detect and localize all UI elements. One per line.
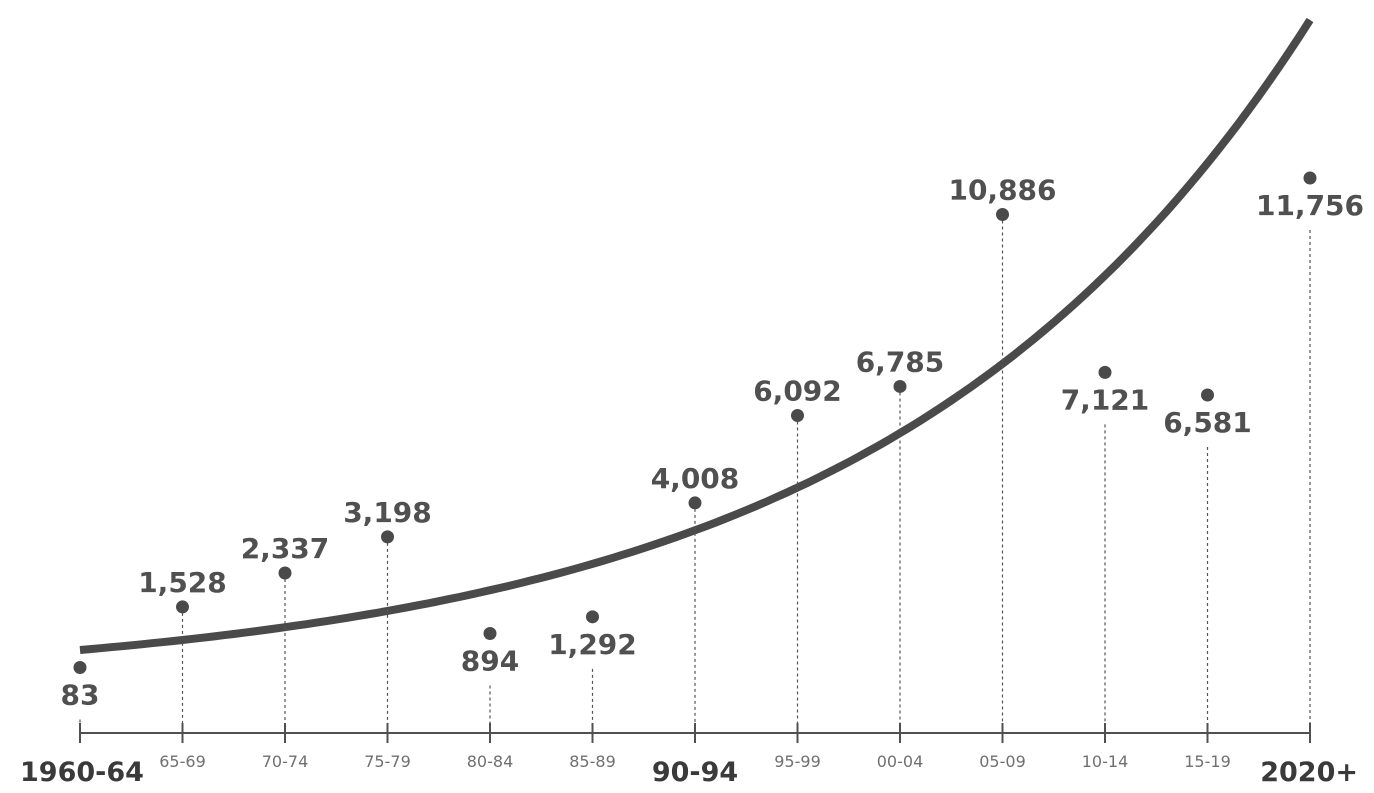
value-label: 1,528 [138, 566, 227, 599]
value-label: 2,337 [241, 532, 330, 565]
x-tick-label: 70-74 [262, 752, 309, 771]
data-point [1098, 365, 1112, 379]
stem-lines [79, 220, 1311, 723]
data-point [1303, 171, 1317, 185]
data-point [791, 409, 804, 423]
value-label: 10,886 [948, 173, 1056, 206]
x-tick-label: 00-04 [877, 752, 924, 771]
value-label: 6,581 [1163, 406, 1252, 439]
value-labels: 83 1,528 2,337 3,198 894 1,292 4,008 6,092 6,785… [61, 173, 1365, 711]
x-tick-labels: 1960-64 65-69 70-74 75-79 80-84 85-89 90-94 95-… [20, 752, 1358, 788]
data-point [996, 207, 1009, 221]
data-points [73, 171, 1317, 675]
x-tick-label: 95-99 [774, 752, 821, 771]
data-point [381, 530, 394, 544]
x-tick-label: 65-69 [159, 752, 206, 771]
data-point [73, 661, 87, 675]
value-label: 6,092 [753, 375, 842, 408]
x-tick-label: 85-89 [569, 752, 616, 771]
data-point [176, 600, 189, 614]
data-point [483, 627, 497, 641]
x-tick-label: 15-19 [1184, 752, 1231, 771]
x-tick-label: 90-94 [652, 757, 738, 788]
x-tick-label: 1960-64 [20, 757, 144, 788]
data-point [278, 566, 292, 580]
x-axis-ticks [79, 723, 1311, 743]
value-label: 4,008 [651, 462, 740, 495]
x-tick-label: 80-84 [467, 752, 514, 771]
value-label: 3,198 [343, 496, 432, 529]
value-label: 894 [461, 645, 519, 678]
value-label: 6,785 [856, 345, 945, 378]
x-tick-label: 2020+ [1260, 757, 1358, 788]
value-label: 83 [61, 679, 100, 712]
x-tick-label: 10-14 [1082, 752, 1129, 771]
data-point [1201, 388, 1214, 402]
value-label: 1,292 [548, 628, 637, 661]
value-label: 11,756 [1256, 189, 1364, 222]
data-point [688, 496, 702, 510]
value-label: 7,121 [1061, 383, 1150, 416]
data-point [586, 610, 599, 624]
x-tick-label: 05-09 [979, 752, 1026, 771]
x-tick-label: 75-79 [364, 752, 411, 771]
data-point [893, 379, 907, 393]
